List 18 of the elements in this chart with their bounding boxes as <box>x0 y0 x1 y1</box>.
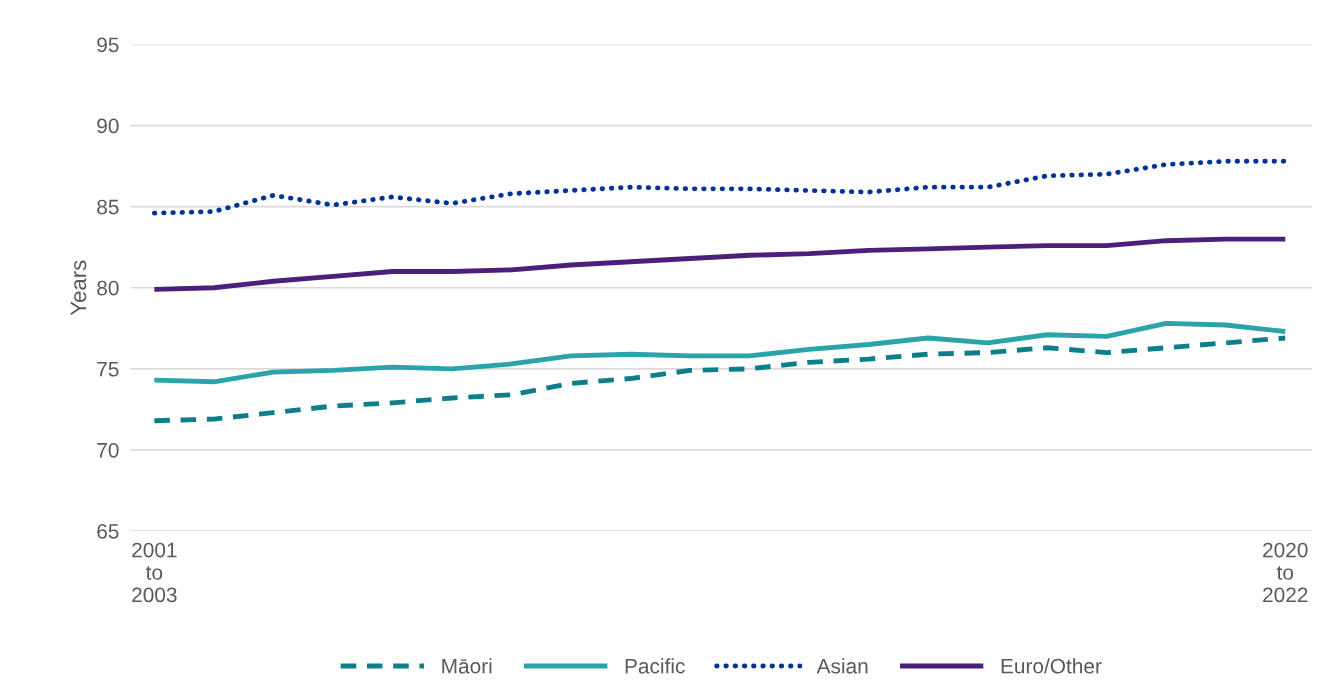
line-series <box>151 335 1288 424</box>
line-series <box>151 320 1288 385</box>
y-axis-title: Years <box>70 260 87 316</box>
legend-label: Pacific <box>625 658 685 674</box>
line-series <box>151 236 1288 292</box>
line-series <box>151 158 1288 216</box>
y-tick-label: 85 <box>97 199 119 215</box>
y-tick-label: 70 <box>97 442 119 458</box>
x-tick-label: 2001 to 2003 <box>132 542 177 603</box>
y-tick-label: 75 <box>97 362 119 377</box>
x-tick-label: 2020 to 2022 <box>1263 542 1308 603</box>
legend-label: Euro/Other <box>1001 658 1102 674</box>
y-tick-label: 80 <box>97 280 119 296</box>
y-tick-label: 90 <box>97 118 119 134</box>
legend-label: Asian <box>816 658 868 674</box>
y-tick-label: 65 <box>97 523 119 539</box>
y-tick-label: 95 <box>97 37 119 53</box>
legend-label: Māori <box>442 658 492 674</box>
